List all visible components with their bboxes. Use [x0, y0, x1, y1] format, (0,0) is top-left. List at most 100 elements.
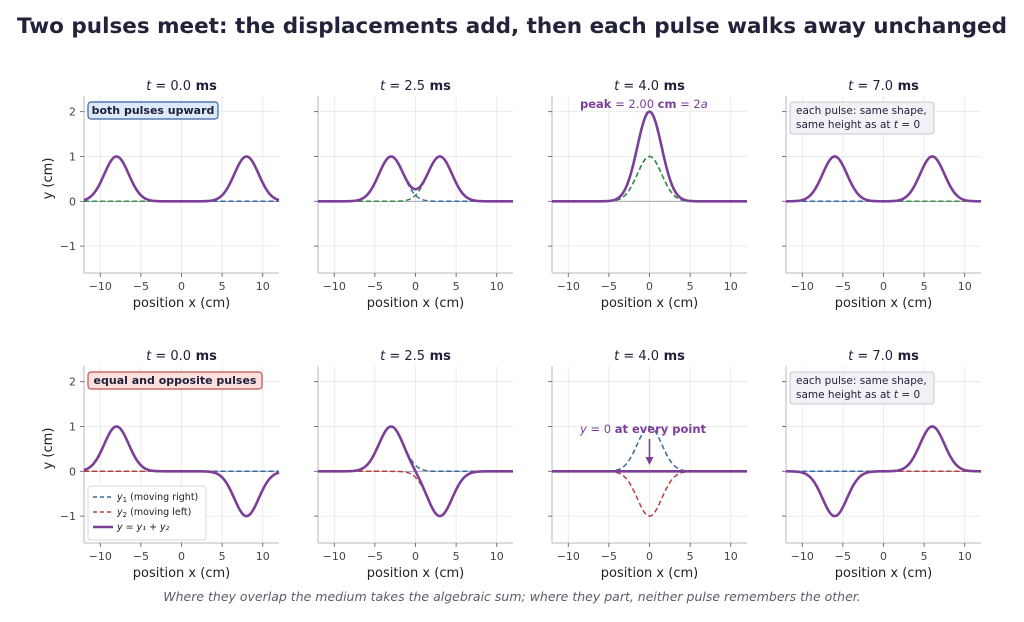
unchanged-note-box — [789, 371, 935, 405]
x-axis-label: position x (cm) — [367, 296, 464, 311]
panel-row2-col3: −10 −5 0 5 10 position x (cm) t = 4.0 ms y = 0 … — [548, 349, 747, 581]
unchanged-note-line: same height as at t = 0 — [796, 119, 920, 131]
zero-annotation-arrow-head — [645, 457, 654, 465]
series-sum-line — [552, 110, 747, 203]
y-tick-label: −1 — [60, 240, 76, 253]
x-tick-label: −5 — [133, 280, 149, 293]
panel-title: t = 7.0 ms — [848, 79, 919, 94]
unchanged-note-line: same height as at t = 0 — [796, 389, 920, 401]
panel-row1-col2: −10 −5 0 5 10 position x (cm) t = 2.5 ms — [314, 79, 513, 311]
figure-caption: Where they overlap the medium takes the … — [163, 589, 861, 604]
x-tick-label: 10 — [256, 280, 270, 293]
y-tick-label: 2 — [69, 106, 76, 119]
legend-label-y1: y1 (moving right) — [116, 492, 198, 504]
legend-label-y2: y2 (moving left) — [116, 507, 191, 519]
x-tick-label: −10 — [791, 550, 814, 563]
series-sum-line — [318, 155, 513, 203]
panel-title: t = 2.5 ms — [380, 79, 451, 94]
x-tick-label: −5 — [835, 550, 851, 563]
row-note-text: equal and opposite pulses — [94, 374, 257, 387]
x-tick-label: −10 — [323, 280, 346, 293]
x-axis-label: position x (cm) — [835, 296, 932, 311]
x-tick-label: 10 — [490, 280, 504, 293]
x-tick-label: 10 — [490, 550, 504, 563]
x-tick-label: 5 — [921, 550, 928, 563]
x-tick-label: −10 — [557, 280, 580, 293]
x-axis-label: position x (cm) — [835, 566, 932, 581]
x-tick-label: −5 — [133, 550, 149, 563]
x-tick-label: 5 — [687, 550, 694, 563]
series-sum-line — [785, 155, 982, 203]
y-axis-label: y (cm) — [41, 428, 56, 470]
x-tick-label: 0 — [178, 280, 185, 293]
panel-title: t = 0.0 ms — [146, 79, 217, 94]
x-tick-label: 0 — [412, 280, 419, 293]
x-tick-label: 10 — [724, 280, 738, 293]
x-tick-label: 5 — [453, 550, 460, 563]
x-tick-label: −5 — [835, 280, 851, 293]
y-tick-label: 0 — [69, 195, 76, 208]
x-axis-label: position x (cm) — [133, 566, 230, 581]
x-tick-label: 0 — [646, 550, 653, 563]
row-note-text: both pulses upward — [92, 104, 215, 117]
figure-title: Two pulses meet: the displacements add, … — [16, 14, 1008, 39]
zero-annotation: y = 0 at every point — [579, 422, 707, 436]
x-tick-label: −5 — [601, 280, 617, 293]
y-tick-label: 0 — [69, 465, 76, 478]
series-sum-line — [786, 425, 982, 518]
panel-row1-col4: −10 −5 0 5 10 position x (cm) t = 7.0 ms each p… — [782, 79, 982, 311]
x-tick-label: 0 — [880, 280, 887, 293]
x-tick-label: −5 — [367, 550, 383, 563]
x-tick-label: 0 — [412, 550, 419, 563]
x-tick-label: 10 — [724, 550, 738, 563]
x-tick-label: 5 — [687, 280, 694, 293]
x-tick-label: 5 — [219, 280, 226, 293]
x-tick-label: 5 — [453, 280, 460, 293]
x-axis-label: position x (cm) — [601, 566, 698, 581]
row-note-box — [87, 101, 219, 120]
x-axis-label: position x (cm) — [367, 566, 464, 581]
series-sum-line — [83, 425, 280, 518]
x-tick-label: −5 — [367, 280, 383, 293]
row-note-box — [87, 371, 263, 390]
unchanged-note-box — [789, 101, 935, 135]
x-tick-label: 0 — [178, 550, 185, 563]
x-tick-label: −10 — [791, 280, 814, 293]
y-tick-label: 1 — [69, 150, 76, 163]
y-tick-label: −1 — [60, 510, 76, 523]
legend: y1 (moving right) y2 (moving left) y = y₁ … — [87, 485, 207, 541]
y-tick-label: 1 — [69, 420, 76, 433]
x-tick-label: −5 — [601, 550, 617, 563]
panel-title: t = 0.0 ms — [146, 349, 217, 364]
x-tick-label: 10 — [256, 550, 270, 563]
legend-label-sum: y = y₁ + y₂ — [116, 522, 170, 533]
y-tick-label: 2 — [69, 376, 76, 389]
series-sum-line — [83, 155, 280, 203]
panel-row2-col2: −10 −5 0 5 10 position x (cm) t = 2.5 ms — [314, 349, 513, 581]
panel-row2-col4: −10 −5 0 5 10 position x (cm) t = 7.0 ms each p… — [782, 349, 982, 581]
unchanged-note-line: each pulse: same shape, — [796, 105, 927, 117]
x-tick-label: 5 — [219, 550, 226, 563]
x-tick-label: 0 — [880, 550, 887, 563]
legend-box — [87, 485, 207, 541]
y-axis-label: y (cm) — [41, 158, 56, 200]
x-tick-label: −10 — [557, 550, 580, 563]
panel-row1-col3: −10 −5 0 5 10 position x (cm) t = 4.0 ms peak =… — [548, 79, 747, 311]
x-tick-label: −10 — [323, 550, 346, 563]
panel-title: t = 2.5 ms — [380, 349, 451, 364]
x-tick-label: 10 — [958, 280, 972, 293]
panel-title: t = 7.0 ms — [848, 349, 919, 364]
panel-title: t = 4.0 ms — [614, 79, 685, 94]
x-tick-label: −10 — [89, 550, 112, 563]
x-tick-label: 5 — [921, 280, 928, 293]
peak-annotation: peak = 2.00 cm = 2a — [580, 97, 708, 111]
panel-title: t = 4.0 ms — [614, 349, 685, 364]
x-tick-label: 0 — [646, 280, 653, 293]
x-tick-label: −10 — [89, 280, 112, 293]
x-tick-label: 10 — [958, 550, 972, 563]
unchanged-note-line: each pulse: same shape, — [796, 375, 927, 387]
series-sum-line — [318, 425, 513, 518]
